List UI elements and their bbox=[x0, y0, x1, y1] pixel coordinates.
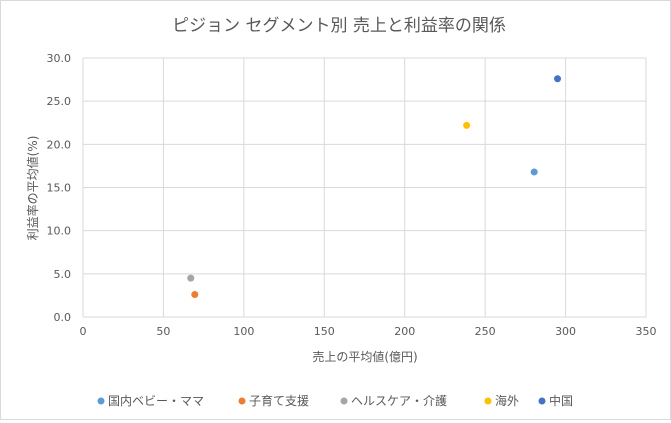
data-point bbox=[530, 168, 538, 176]
x-tick-label: 250 bbox=[475, 325, 496, 338]
y-axis-label: 利益率の平均値(%) bbox=[25, 136, 40, 241]
legend-entry: 海外 bbox=[495, 393, 519, 408]
x-tick-label: 100 bbox=[233, 325, 254, 338]
y-tick-label: 0.0 bbox=[54, 311, 72, 324]
x-tick-label: 200 bbox=[394, 325, 415, 338]
data-point bbox=[187, 274, 195, 282]
y-tick-label: 20.0 bbox=[47, 138, 72, 151]
y-tick-label: 30.0 bbox=[47, 52, 72, 65]
legend: 国内ベビー・ママ 子育て支援 ヘルスケア・介護 海外 中国 bbox=[97, 393, 573, 408]
legend-entry: ヘルスケア・介護 bbox=[351, 393, 447, 408]
legend-entry: 中国 bbox=[549, 393, 573, 408]
data-point bbox=[554, 75, 562, 83]
x-tick-label: 350 bbox=[636, 325, 657, 338]
chart-title: ピジョン セグメント別 売上と利益率の関係 bbox=[172, 16, 506, 36]
x-tick-label: 0 bbox=[80, 325, 87, 338]
legend-marker bbox=[97, 397, 105, 405]
y-tick-label: 5.0 bbox=[54, 268, 72, 281]
data-point bbox=[463, 121, 471, 129]
y-tick-label: 25.0 bbox=[47, 95, 72, 108]
y-tick-label: 10.0 bbox=[47, 225, 72, 238]
legend-marker bbox=[484, 397, 492, 405]
legend-entry: 国内ベビー・ママ bbox=[108, 394, 204, 408]
y-tick-label: 15.0 bbox=[47, 182, 72, 195]
x-tick-label: 300 bbox=[555, 325, 576, 338]
x-tick-label: 150 bbox=[314, 325, 335, 338]
legend-marker bbox=[340, 397, 348, 405]
x-axis-label: 売上の平均値(億円) bbox=[312, 349, 417, 364]
x-tick-label: 50 bbox=[156, 325, 170, 338]
legend-marker bbox=[538, 397, 546, 405]
legend-entry: 子育て支援 bbox=[249, 393, 309, 408]
legend-marker bbox=[238, 397, 246, 405]
data-point bbox=[191, 291, 199, 299]
